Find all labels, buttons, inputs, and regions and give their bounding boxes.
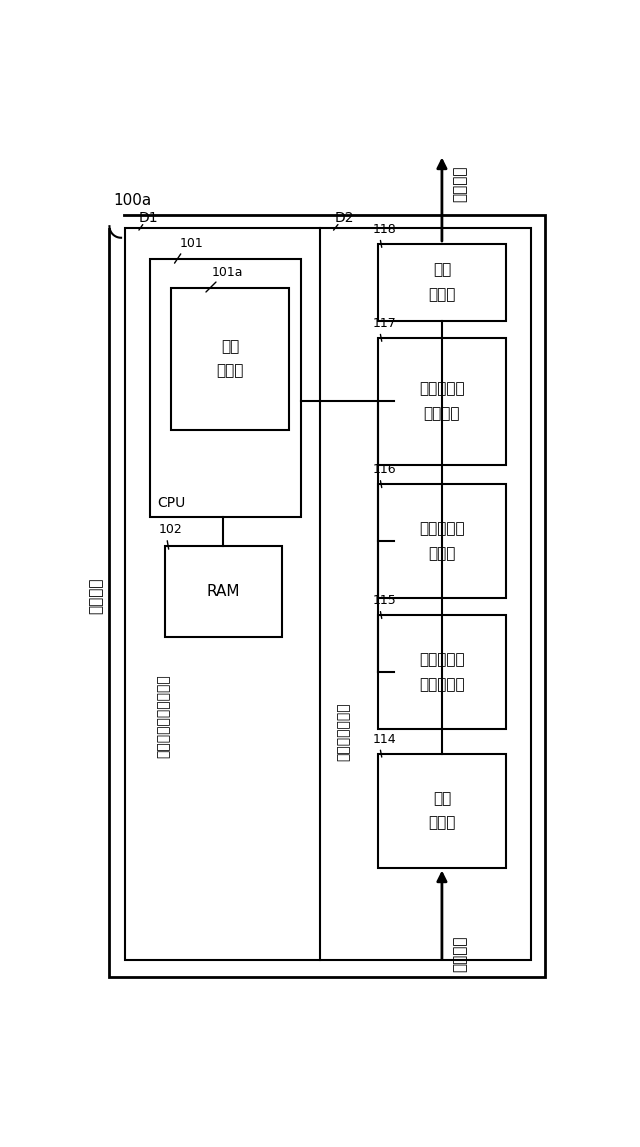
Text: D1: D1 bbox=[139, 211, 159, 225]
Bar bbox=[378, 244, 506, 321]
Bar bbox=[172, 288, 289, 430]
Bar bbox=[378, 484, 506, 598]
Text: 114: 114 bbox=[372, 733, 396, 746]
Text: 115: 115 bbox=[372, 594, 396, 608]
Text: 100a: 100a bbox=[113, 194, 152, 209]
Text: 118: 118 bbox=[372, 224, 396, 236]
Text: 入力
ポート: 入力 ポート bbox=[428, 790, 456, 830]
Text: 出力
ポート: 出力 ポート bbox=[428, 263, 456, 302]
Text: D2: D2 bbox=[334, 211, 354, 225]
Text: 101a: 101a bbox=[212, 266, 243, 279]
Bar bbox=[165, 546, 282, 637]
Text: パケット: パケット bbox=[452, 165, 468, 202]
Bar bbox=[378, 338, 506, 465]
Text: CPU: CPU bbox=[157, 496, 186, 509]
Bar bbox=[378, 754, 506, 867]
Text: 102: 102 bbox=[159, 523, 183, 537]
Text: 候補トレー
ス生成部: 候補トレー ス生成部 bbox=[419, 381, 465, 421]
Text: 通信
管理部: 通信 管理部 bbox=[217, 338, 244, 379]
Text: 解析装置: 解析装置 bbox=[88, 578, 103, 614]
Text: RAM: RAM bbox=[207, 584, 240, 599]
Text: データプレーン: データプレーン bbox=[337, 702, 351, 760]
Bar bbox=[109, 214, 545, 977]
Bar bbox=[125, 228, 531, 960]
Text: コントロールプレーン: コントロールプレーン bbox=[157, 674, 171, 758]
Text: 116: 116 bbox=[372, 463, 396, 476]
Text: スパン情報
解析部: スパン情報 解析部 bbox=[419, 522, 465, 561]
Text: タイムスタ
ンプ生成部: タイムスタ ンプ生成部 bbox=[419, 653, 465, 692]
Bar bbox=[378, 615, 506, 729]
Text: 101: 101 bbox=[179, 237, 203, 250]
Text: パケット: パケット bbox=[452, 936, 468, 973]
Bar bbox=[150, 259, 301, 517]
Text: 117: 117 bbox=[372, 317, 396, 330]
